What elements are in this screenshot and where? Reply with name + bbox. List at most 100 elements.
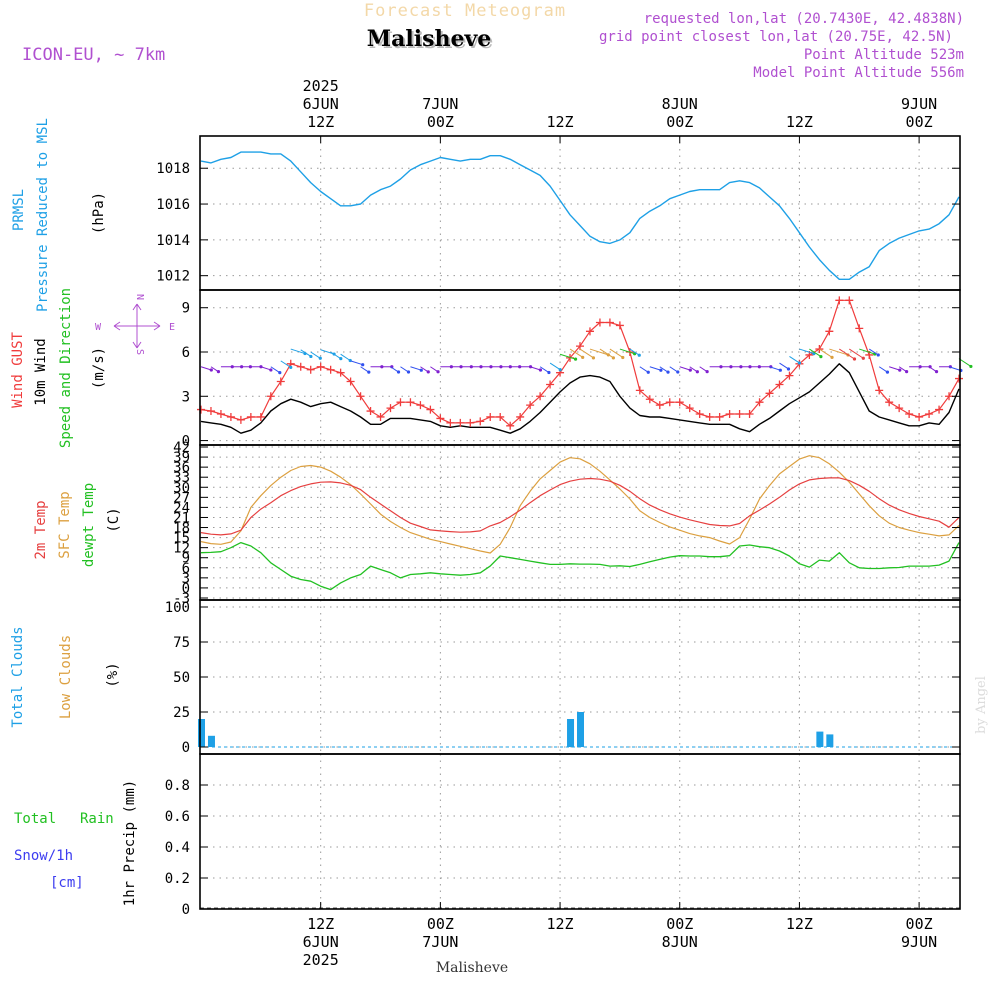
y-tick-label: 0.6 — [165, 809, 190, 825]
wind-direction-arrowhead — [348, 358, 352, 363]
wind-direction-arrow — [789, 356, 800, 364]
wind-gust-marker — [755, 398, 764, 407]
y-tick-label: 30 — [173, 480, 190, 496]
wind-direction-arrowhead — [538, 368, 543, 372]
wind-gust-marker — [206, 407, 215, 416]
wind-direction-arrow — [619, 348, 635, 355]
y-tick-label: 21 — [173, 510, 190, 526]
wind-direction-arrowhead — [289, 365, 293, 369]
y-tick-label: 3 — [182, 389, 190, 405]
pressure-unit-label: (hPa) — [91, 192, 107, 234]
credit-watermark: by Angel — [974, 676, 989, 734]
compass-north: N — [134, 294, 145, 300]
wind-direction-arrowhead — [248, 365, 252, 369]
pressure-msl-label: Pressure Reduced to MSL — [35, 118, 51, 312]
wind-direction-arrowhead — [757, 365, 761, 369]
temperature-panel-labels: 2m Temp SFC Temp dewpt Temp (C) — [33, 483, 122, 567]
chart-title-shadow: Malisheve — [369, 28, 493, 54]
wind-direction-arrow — [878, 366, 888, 373]
wind-gust-marker — [406, 398, 415, 407]
wind-gust-marker — [546, 380, 555, 389]
x-label-bottom: 12Z — [786, 915, 813, 933]
wind-direction-arrow — [779, 362, 789, 370]
wind-direction-arrow — [350, 360, 363, 366]
wind-direction-arrowhead — [705, 370, 709, 374]
y-tick-label: 3 — [182, 571, 190, 587]
wind-gust-marker — [536, 392, 545, 401]
grid-layer — [200, 136, 960, 910]
wind-direction-arrow — [410, 366, 422, 371]
wind-direction-arrowhead — [885, 370, 890, 374]
wind-gust-marker — [236, 415, 245, 424]
sfc-temp-line — [200, 455, 960, 554]
y-tick-label: 100 — [165, 600, 190, 616]
wind-gust-marker — [336, 368, 345, 377]
wind-direction-arrowhead — [621, 355, 625, 360]
y-tick-label: 0.2 — [165, 871, 190, 887]
wind-gust-marker — [835, 296, 844, 305]
x-label-bottom: 7JUN — [422, 933, 458, 951]
wind-direction-arrowhead — [905, 370, 909, 374]
wind-direction-arrow — [340, 353, 351, 361]
wind-direction-arrowhead — [547, 370, 551, 375]
y-tick-label: 75 — [173, 635, 190, 651]
wind-direction-arrow — [839, 348, 855, 360]
y-tick-label: 0 — [182, 902, 190, 918]
wind-direction-arrowhead — [786, 367, 791, 371]
wind-direction-arrowhead — [367, 370, 371, 374]
wind-direction-arrow — [819, 348, 833, 358]
wind-gust-marker — [396, 398, 405, 407]
wind-gust-label: Wind GUST — [10, 332, 26, 408]
wind-gust-marker — [356, 392, 365, 401]
wind-10m-label: 10m Wind — [33, 338, 49, 405]
x-label-bottom: 00Z — [906, 915, 933, 933]
wind-direction-arrow — [679, 366, 691, 371]
wind-gust-marker — [715, 412, 724, 421]
pressure-line — [200, 151, 960, 280]
wind-gust-marker — [226, 412, 235, 421]
wind-gust-marker — [576, 342, 584, 351]
y-tick-label: 0 — [182, 434, 190, 450]
chart-supertitle: Forecast Meteogram — [364, 1, 566, 21]
x-label-top: 7JUN — [422, 95, 458, 113]
compass-south: S — [134, 349, 145, 355]
wind-gust-marker — [665, 398, 674, 407]
wind-gust-marker — [246, 412, 255, 421]
wind-direction-arrow — [270, 366, 281, 374]
rain-total-label: Total — [14, 811, 56, 827]
panel-frame — [199, 753, 961, 910]
wind-gust-marker — [635, 386, 644, 395]
wind-direction-arrowhead — [558, 368, 562, 372]
wind-direction-arrowhead — [318, 356, 322, 360]
wind-direction-arrowhead — [861, 356, 865, 360]
wind-dir-label: Speed and Direction — [58, 288, 74, 448]
wind-gust-marker — [466, 418, 475, 427]
wind-gust-marker — [675, 398, 684, 407]
wind-gust-marker — [386, 404, 395, 413]
wind-gust-marker — [845, 296, 854, 305]
x-label-bottom: 00Z — [427, 915, 454, 933]
x-label-bottom: 9JUN — [901, 933, 937, 951]
wind-gust-marker — [516, 412, 525, 421]
wind-direction-arrowhead — [436, 370, 440, 374]
wind-gust-marker — [486, 412, 495, 421]
station-footer: Malisheve — [436, 960, 508, 976]
wind-direction-arrowhead — [797, 361, 802, 365]
x-label-top: 00Z — [427, 113, 454, 131]
wind-gust-marker — [506, 421, 515, 430]
panel-frame — [199, 289, 961, 446]
wind-direction-arrowhead — [406, 370, 411, 374]
wind-gust-marker — [875, 386, 884, 395]
wind-direction-arrowhead — [573, 357, 578, 361]
wind-direction-arrowhead — [216, 370, 221, 374]
chart-title: Malisheve — [367, 26, 491, 52]
wind-direction-arrow — [889, 366, 900, 371]
wind-gust-marker — [935, 405, 944, 414]
total-clouds-label: Total Clouds — [10, 626, 26, 727]
snow-label: Snow/1h — [14, 848, 73, 864]
wind-gust-marker — [436, 414, 445, 423]
x-label-bottom: 8JUN — [662, 933, 698, 951]
wind-direction-arrowhead — [819, 354, 823, 359]
x-label-bottom: 2025 — [303, 951, 339, 969]
wind-gust-marker — [925, 410, 934, 418]
